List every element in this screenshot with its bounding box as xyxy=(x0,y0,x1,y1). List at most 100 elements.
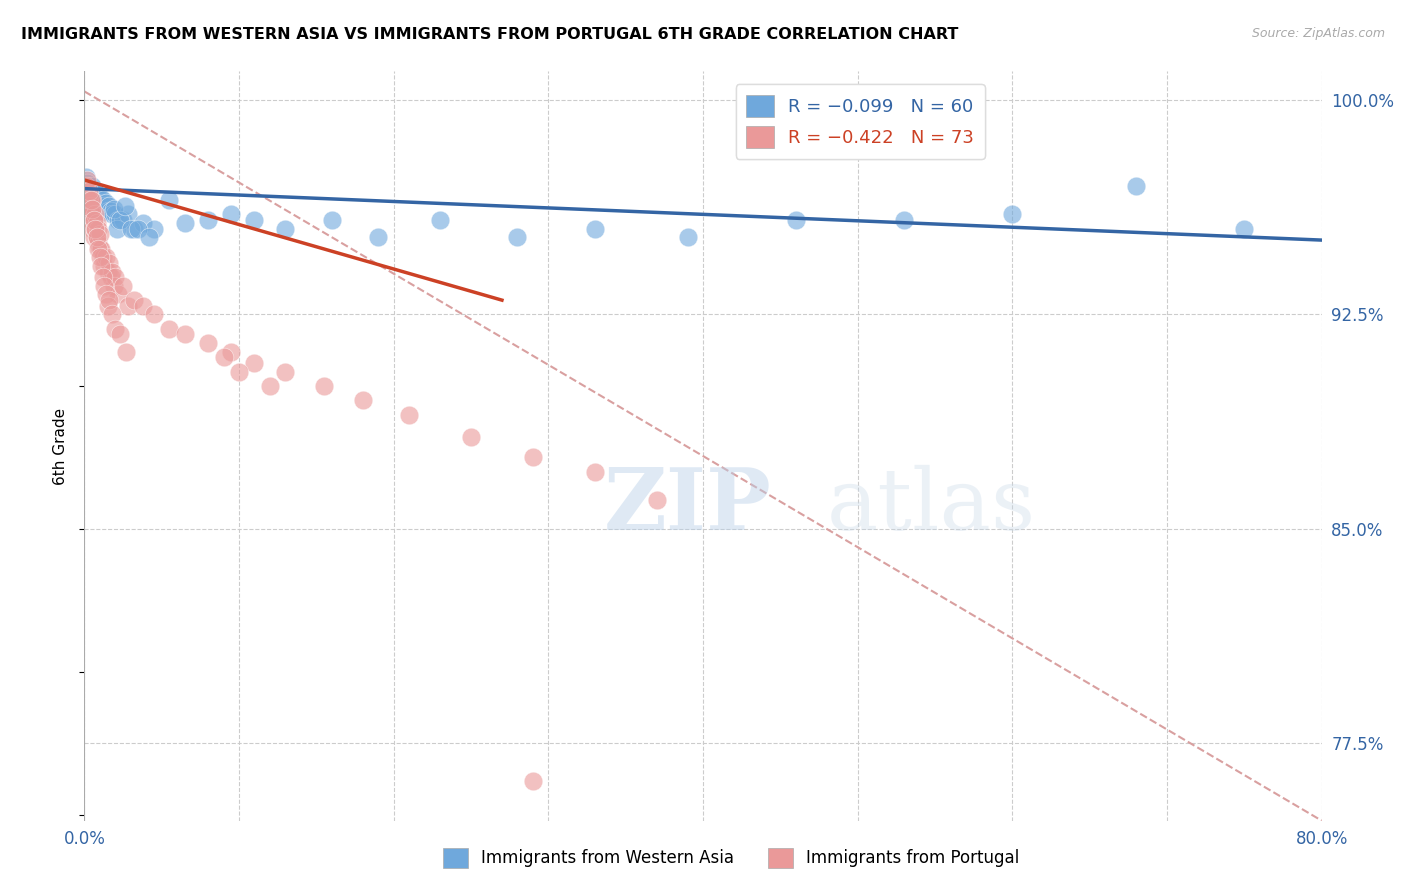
Point xyxy=(93,199,115,213)
Point xyxy=(138,230,160,244)
Point xyxy=(219,207,242,221)
Point xyxy=(143,221,166,235)
Text: atlas: atlas xyxy=(827,465,1036,548)
Point xyxy=(89,202,111,216)
Point xyxy=(93,278,115,293)
Y-axis label: 6th Grade: 6th Grade xyxy=(53,408,69,484)
Point xyxy=(117,207,139,221)
Point xyxy=(159,322,180,336)
Point xyxy=(87,195,110,210)
Point xyxy=(96,204,118,219)
Legend: R = −0.099   N = 60, R = −0.422   N = 73: R = −0.099 N = 60, R = −0.422 N = 73 xyxy=(735,84,984,159)
Point xyxy=(122,293,145,307)
Point xyxy=(79,199,101,213)
Point xyxy=(1125,178,1147,193)
Point xyxy=(86,187,108,202)
Point xyxy=(103,202,125,216)
Point xyxy=(117,299,139,313)
Point xyxy=(159,193,180,207)
Point xyxy=(321,213,343,227)
Point xyxy=(583,465,606,479)
Point xyxy=(86,216,108,230)
Point xyxy=(107,213,129,227)
Point xyxy=(82,207,104,221)
Point xyxy=(312,379,335,393)
Point xyxy=(76,185,98,199)
Point xyxy=(84,193,107,207)
Point xyxy=(120,221,142,235)
Point xyxy=(112,213,135,227)
Point xyxy=(82,178,104,193)
Point xyxy=(87,221,110,235)
Point xyxy=(83,230,105,244)
Point xyxy=(398,408,420,422)
Point xyxy=(94,250,117,264)
Point xyxy=(785,213,807,227)
Point xyxy=(77,178,100,193)
Point xyxy=(91,193,114,207)
Point xyxy=(108,213,131,227)
Point xyxy=(367,230,389,244)
Point xyxy=(1233,221,1256,235)
Point xyxy=(274,365,297,379)
Point xyxy=(94,195,117,210)
Point xyxy=(219,344,242,359)
Point xyxy=(89,242,111,256)
Point xyxy=(87,235,110,250)
Point xyxy=(87,242,110,256)
Point xyxy=(82,193,104,207)
Point xyxy=(79,185,101,199)
Point xyxy=(76,193,98,207)
Point xyxy=(212,351,235,365)
Point xyxy=(101,207,124,221)
Point xyxy=(76,173,98,187)
Point xyxy=(89,227,111,242)
Point xyxy=(143,308,166,322)
Point xyxy=(98,293,121,307)
Point xyxy=(243,356,266,370)
Point xyxy=(77,193,100,207)
Text: IMMIGRANTS FROM WESTERN ASIA VS IMMIGRANTS FROM PORTUGAL 6TH GRADE CORRELATION C: IMMIGRANTS FROM WESTERN ASIA VS IMMIGRAN… xyxy=(21,27,959,42)
Point xyxy=(90,259,112,273)
Point xyxy=(243,213,266,227)
Point xyxy=(98,199,121,213)
Point xyxy=(352,393,374,408)
Point xyxy=(101,308,124,322)
Point xyxy=(274,221,297,235)
Point xyxy=(84,207,107,221)
Point xyxy=(82,202,104,216)
Point xyxy=(84,221,107,235)
Point xyxy=(100,270,122,285)
Text: Source: ZipAtlas.com: Source: ZipAtlas.com xyxy=(1251,27,1385,40)
Point xyxy=(522,773,544,788)
Point xyxy=(83,187,105,202)
Point xyxy=(83,213,105,227)
Point xyxy=(77,190,100,204)
Point xyxy=(79,193,101,207)
Point xyxy=(87,207,110,221)
Point xyxy=(86,199,108,213)
Point xyxy=(104,322,127,336)
Point xyxy=(1001,207,1024,221)
Point xyxy=(75,178,97,193)
Point xyxy=(82,221,104,235)
Point xyxy=(75,185,97,199)
Point xyxy=(101,264,124,278)
Point xyxy=(82,202,104,216)
Point xyxy=(645,493,668,508)
Point xyxy=(174,327,197,342)
Point xyxy=(76,176,98,190)
Point xyxy=(114,199,136,213)
Point xyxy=(104,207,127,221)
Point xyxy=(122,221,145,235)
Point xyxy=(94,287,117,301)
Point xyxy=(79,199,101,213)
Point xyxy=(83,213,105,227)
Point xyxy=(90,195,112,210)
Point xyxy=(84,221,107,235)
Point xyxy=(522,450,544,465)
Point xyxy=(91,250,114,264)
Point xyxy=(104,270,127,285)
Point xyxy=(259,379,281,393)
Point xyxy=(460,430,482,444)
